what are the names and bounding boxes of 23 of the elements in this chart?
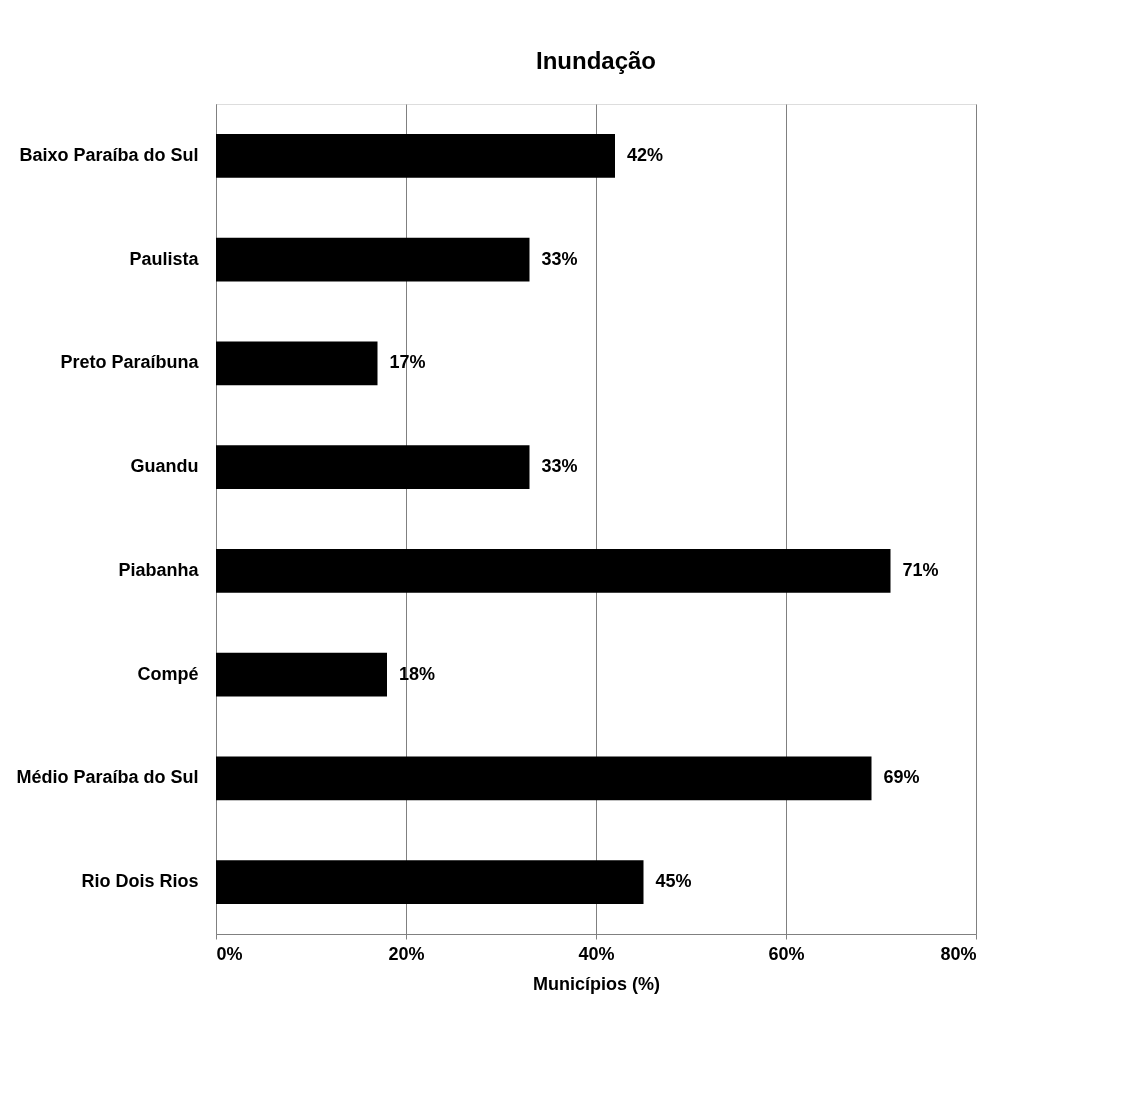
y-tick-label: Rio Dois Rios bbox=[81, 871, 199, 892]
data-label: 33% bbox=[541, 456, 578, 477]
data-label: 33% bbox=[541, 248, 578, 269]
data-label: 17% bbox=[389, 352, 426, 373]
chart-title: Inundação bbox=[535, 47, 657, 74]
data-label: 69% bbox=[883, 767, 920, 788]
y-tick-label: Baixo Paraíba do Sul bbox=[19, 144, 199, 165]
x-tick-label: 0% bbox=[216, 943, 243, 964]
y-tick-label: Preto Paraíbuna bbox=[60, 352, 200, 373]
x-tick-label: 20% bbox=[388, 943, 425, 964]
data-label: 42% bbox=[627, 144, 664, 165]
data-label: 18% bbox=[399, 663, 436, 684]
x-tick-label: 40% bbox=[578, 943, 615, 964]
data-label: 71% bbox=[902, 559, 939, 580]
data-label: 45% bbox=[655, 871, 692, 892]
y-tick-label: Médio Paraíba do Sul bbox=[16, 767, 199, 788]
y-tick-label: Compé bbox=[137, 663, 199, 684]
x-axis-title: Municípios (%) bbox=[533, 973, 660, 994]
y-tick-label: Guandu bbox=[130, 456, 199, 477]
y-tick-label: Piabanha bbox=[118, 559, 200, 580]
x-tick-label: 60% bbox=[768, 943, 805, 964]
x-tick-label: 80% bbox=[940, 943, 977, 964]
y-tick-label: Paulista bbox=[129, 248, 200, 269]
